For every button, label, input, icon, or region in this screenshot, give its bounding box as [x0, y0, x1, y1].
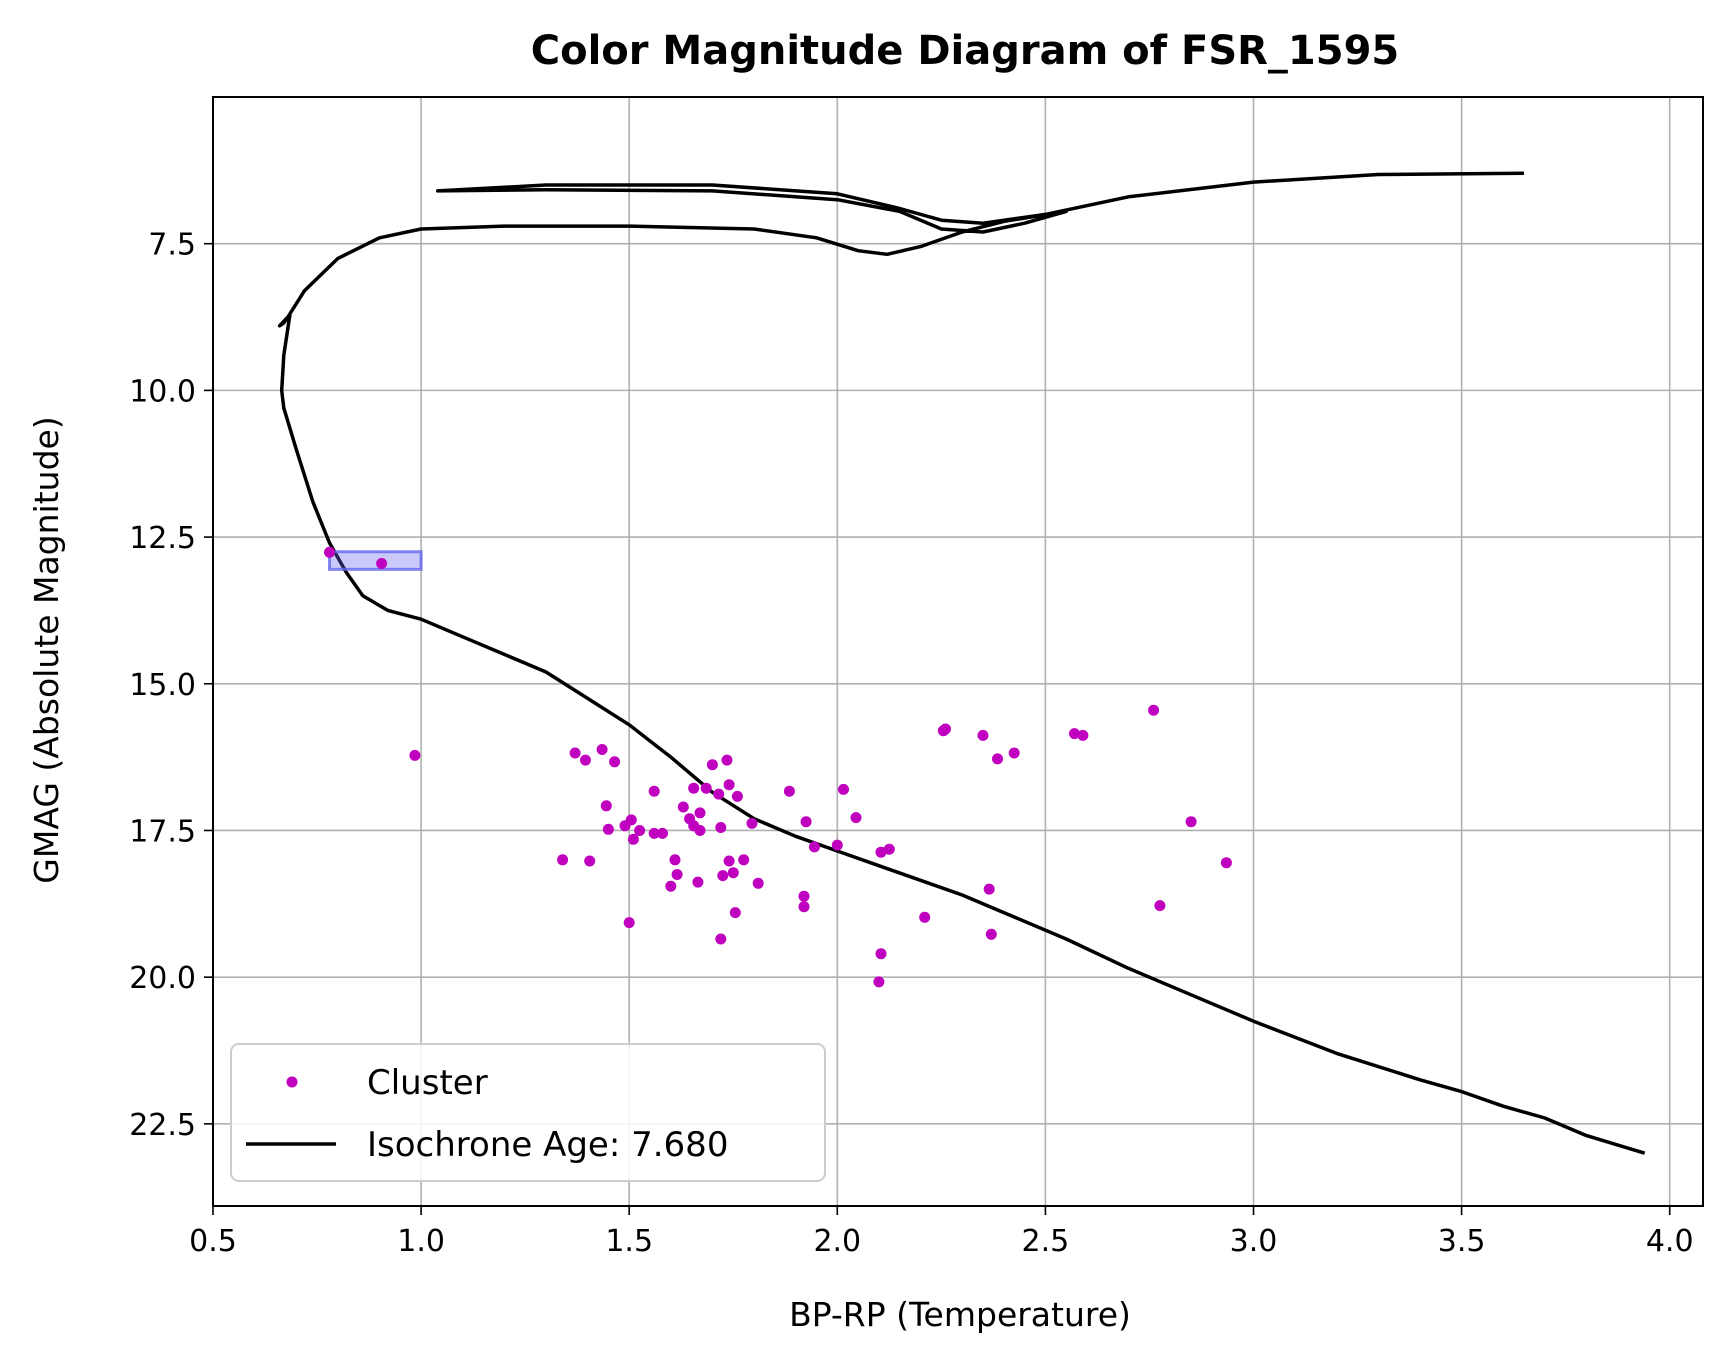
y-tick-label: 10.0 — [129, 374, 196, 409]
cluster-point — [713, 788, 725, 800]
legend-label-isochrone: Isochrone Age: 7.680 — [367, 1125, 728, 1165]
cluster-point — [692, 876, 704, 888]
y-tick-label: 22.5 — [129, 1108, 196, 1143]
cluster-point — [623, 917, 635, 929]
cluster-point — [1220, 857, 1232, 869]
cluster-point — [798, 890, 810, 902]
cluster-point — [580, 754, 591, 766]
cluster-point — [983, 883, 995, 895]
cluster-point — [324, 546, 335, 558]
cluster-point — [600, 800, 612, 812]
cluster-point — [634, 825, 646, 836]
cluster-point — [625, 814, 637, 826]
cluster-point — [1154, 900, 1166, 912]
y-tick-label: 7.5 — [148, 228, 196, 263]
cluster-point — [669, 854, 681, 866]
highlight-box — [328, 550, 423, 571]
cluster-point — [409, 749, 421, 761]
cluster-point — [717, 870, 729, 882]
x-tick-label: 2.0 — [813, 1224, 861, 1259]
cluster-point — [700, 782, 712, 794]
y-tick-label: 17.5 — [129, 814, 196, 849]
cluster-point — [657, 827, 668, 839]
isochrone-line — [277, 171, 1646, 1155]
cluster-point — [919, 911, 931, 923]
cluster-point — [738, 854, 750, 866]
cluster-point — [715, 822, 727, 833]
cluster-point — [752, 877, 764, 889]
x-tick-label: 1.5 — [605, 1224, 653, 1259]
cluster-point — [376, 558, 388, 569]
cluster-point — [838, 783, 849, 795]
y-axis-label: GMAG (Absolute Magnitude) — [27, 416, 66, 883]
cluster-point — [721, 754, 733, 766]
y-tick-label: 12.5 — [129, 521, 196, 556]
cluster-point — [602, 823, 614, 835]
cluster-point — [569, 747, 581, 759]
cluster-point — [729, 907, 741, 919]
cluster-point — [723, 779, 735, 791]
cluster-point — [985, 928, 997, 940]
cluster-point — [798, 901, 810, 913]
x-tick-label: 0.5 — [189, 1224, 237, 1259]
cluster-point — [850, 812, 862, 824]
cluster-point — [648, 827, 660, 839]
cluster-point — [627, 833, 639, 845]
cluster-point — [1148, 704, 1160, 716]
y-tick-label: 15.0 — [129, 668, 196, 703]
grid — [212, 97, 1703, 1206]
cluster-point — [727, 867, 739, 879]
cluster-point — [977, 729, 989, 741]
isochrone-layer — [277, 171, 1646, 1155]
x-tick-label: 3.0 — [1230, 1224, 1278, 1259]
cluster-point — [883, 843, 895, 855]
cluster-point — [831, 839, 843, 851]
cluster-point — [731, 790, 743, 802]
cluster-point — [706, 759, 718, 771]
y-axis-ticks: 7.5 10.0 12.5 15.0 17.5 20.0 22.5 — [129, 228, 213, 1143]
cluster-point — [940, 723, 951, 735]
legend-label-cluster: Cluster — [367, 1063, 488, 1103]
chart-title: Color Magnitude Diagram of FSR_1595 — [531, 28, 1400, 74]
cluster-point — [694, 825, 706, 836]
cluster-point — [688, 782, 700, 794]
legend-marker-cluster — [286, 1076, 298, 1088]
cluster-point — [557, 854, 569, 866]
cluster-point — [694, 807, 706, 819]
cluster-point — [1008, 747, 1020, 759]
cluster-point — [609, 756, 621, 768]
cluster-point — [1185, 816, 1197, 828]
cluster-point — [873, 976, 885, 988]
cluster-point — [875, 948, 887, 960]
cluster-point — [783, 785, 795, 797]
cluster-point — [992, 753, 1003, 765]
cluster-point — [596, 744, 608, 755]
cluster-point — [1077, 729, 1089, 741]
highlight-layer — [328, 550, 423, 571]
x-axis-ticks: 0.5 1.0 1.5 2.0 2.5 3.0 3.5 4.0 — [189, 1206, 1694, 1259]
legend: Cluster Isochrone Age: 7.680 — [230, 1043, 826, 1182]
x-tick-label: 1.0 — [397, 1224, 445, 1259]
cluster-point — [746, 817, 758, 829]
cluster-points — [324, 546, 1232, 988]
cluster-point — [808, 841, 820, 853]
cluster-point — [1069, 728, 1080, 740]
cluster-point — [584, 855, 596, 867]
cluster-point — [800, 816, 812, 828]
x-tick-label: 2.5 — [1022, 1224, 1070, 1259]
cluster-point — [875, 846, 887, 858]
cluster-point — [665, 880, 677, 892]
plot-frame — [212, 96, 1704, 1207]
y-tick-label: 20.0 — [129, 961, 196, 996]
cluster-point — [723, 855, 735, 867]
cluster-point — [648, 785, 660, 797]
x-tick-label: 3.5 — [1438, 1224, 1486, 1259]
legend-box — [230, 1043, 826, 1182]
cluster-point — [671, 869, 683, 880]
x-axis-label: BP-RP (Temperature) — [789, 1295, 1131, 1334]
cluster-point — [677, 801, 689, 813]
x-tick-label: 4.0 — [1646, 1224, 1694, 1259]
cluster-point — [715, 933, 727, 945]
